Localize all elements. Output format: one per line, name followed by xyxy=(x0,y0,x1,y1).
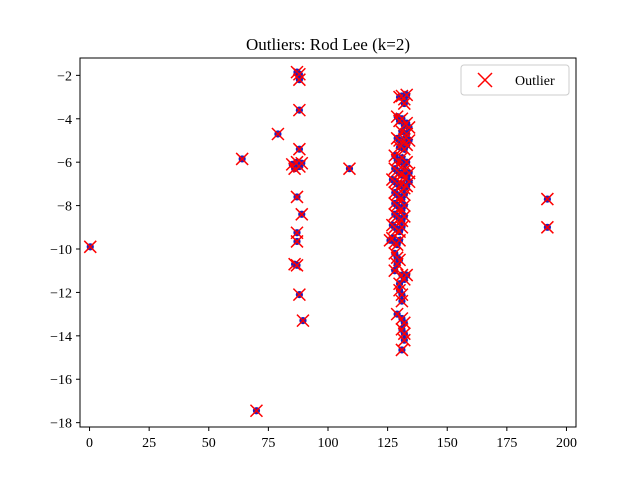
outlier-x-marker xyxy=(402,133,416,148)
legend: Outlier xyxy=(460,64,570,96)
x-tick-label: 25 xyxy=(142,436,156,451)
outlier-x-marker xyxy=(295,156,309,170)
data-point xyxy=(400,88,414,102)
y-tick-label: −8 xyxy=(57,200,72,215)
data-point xyxy=(397,142,411,156)
outlier-x-marker xyxy=(393,277,407,291)
y-tick-label: −12 xyxy=(50,286,72,301)
data-point xyxy=(292,103,306,117)
data-point xyxy=(292,67,306,81)
data-point xyxy=(83,240,97,254)
data-point xyxy=(395,294,409,308)
data-point xyxy=(292,288,306,302)
outlier-x-marker xyxy=(540,220,554,234)
outlier-x-marker xyxy=(393,233,407,247)
x-tick-label: 75 xyxy=(261,436,275,451)
outlier-x-marker xyxy=(395,343,409,357)
data-point xyxy=(395,288,409,302)
outlier-x-marker xyxy=(395,220,409,234)
data-point xyxy=(395,343,409,357)
data-point xyxy=(402,175,416,189)
data-point xyxy=(540,220,554,234)
data-point xyxy=(290,234,304,248)
chart-title: Outliers: Rod Lee (k=2) xyxy=(246,35,410,54)
data-point xyxy=(395,220,409,234)
outlier-x-marker xyxy=(290,190,304,204)
outlier-x-marker xyxy=(397,142,411,156)
outlier-x-marker xyxy=(397,97,411,111)
x-tick-label: 150 xyxy=(437,436,458,451)
outlier-x-marker xyxy=(271,127,285,141)
data-point xyxy=(271,127,285,141)
x-tick-label: 125 xyxy=(377,436,398,451)
outlier-x-marker xyxy=(249,404,263,418)
outlier-x-marker xyxy=(292,103,306,117)
y-tick-label: −10 xyxy=(50,243,72,258)
outlier-x-marker xyxy=(397,333,411,347)
outlier-x-marker xyxy=(397,327,411,341)
y-tick-label: −6 xyxy=(57,156,72,171)
data-point xyxy=(295,207,309,221)
y-tick-label: −2 xyxy=(57,69,72,84)
legend-label: Outlier xyxy=(515,74,555,89)
outlier-x-marker xyxy=(402,175,416,189)
data-point xyxy=(290,258,304,272)
x-tick-label: 0 xyxy=(86,436,93,451)
data-point xyxy=(397,327,411,341)
data-point xyxy=(292,73,306,87)
data-point xyxy=(397,333,411,347)
x-tick-label: 50 xyxy=(202,436,216,451)
outlier-x-marker xyxy=(292,142,306,156)
outlier-x-marker xyxy=(292,73,306,87)
outlier-x-marker xyxy=(296,314,310,328)
data-point xyxy=(295,156,309,170)
data-point xyxy=(296,314,310,328)
data-point xyxy=(402,133,416,148)
data-point xyxy=(235,152,249,166)
data-point xyxy=(342,162,356,176)
outlier-x-marker xyxy=(83,240,97,254)
x-tick-label: 100 xyxy=(318,436,339,451)
data-point xyxy=(397,97,411,111)
outlier-x-marker xyxy=(397,209,411,223)
y-tick-label: −14 xyxy=(50,330,72,345)
x-tick-label: 175 xyxy=(496,436,517,451)
data-point xyxy=(393,233,407,247)
outlier-x-marker xyxy=(292,288,306,302)
outlier-x-marker xyxy=(295,207,309,221)
outlier-x-marker xyxy=(395,294,409,308)
x-tick-label: 200 xyxy=(556,436,577,451)
data-point xyxy=(400,268,414,282)
y-tick-label: −4 xyxy=(57,113,72,128)
y-tick-label: −16 xyxy=(50,373,72,388)
data-point xyxy=(292,142,306,156)
outlier-x-marker xyxy=(235,152,249,166)
outlier-x-marker xyxy=(400,268,414,282)
data-point xyxy=(393,277,407,291)
points-layer xyxy=(83,65,554,418)
data-point xyxy=(540,192,554,206)
outlier-x-marker xyxy=(290,234,304,248)
data-point xyxy=(290,190,304,204)
outlier-x-marker xyxy=(395,288,409,302)
y-tick-label: −18 xyxy=(50,417,72,432)
axes-layer: 0 25 50 75 100 125 150 175 200 −18 −16 −14 −12 −10 −8 −… xyxy=(50,57,577,451)
legend-x-marker-icon xyxy=(477,72,493,88)
outlier-x-marker xyxy=(292,67,306,81)
outlier-x-marker xyxy=(342,162,356,176)
outlier-x-marker xyxy=(400,88,414,102)
legend-box xyxy=(460,64,570,96)
outlier-x-marker xyxy=(290,258,304,272)
data-point xyxy=(249,404,263,418)
outlier-x-marker xyxy=(540,192,554,206)
data-point xyxy=(397,209,411,223)
